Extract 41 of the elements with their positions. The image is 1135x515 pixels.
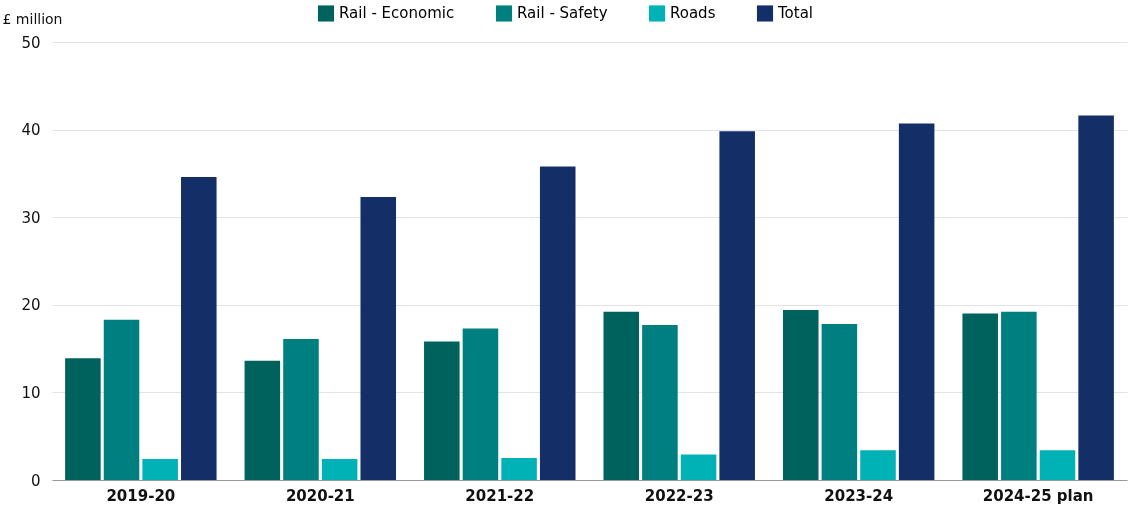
bar <box>782 310 819 480</box>
x-tick-label: 2022-23 <box>644 486 714 505</box>
bar <box>821 324 858 480</box>
x-tick-label: 2019-20 <box>106 486 176 505</box>
bar <box>462 328 499 480</box>
y-axis-title: £ million <box>2 10 63 27</box>
y-tick-label: 10 <box>21 383 41 402</box>
y-tick-label: 20 <box>21 296 41 315</box>
y-tick-label: 50 <box>21 33 41 52</box>
legend-label: Rail - Economic <box>339 4 455 23</box>
bar <box>642 324 678 480</box>
x-tick-label: 2024-25 plan <box>982 486 1094 505</box>
bar <box>424 341 460 480</box>
bar <box>244 360 281 480</box>
legend-label: Total <box>777 4 814 23</box>
bar <box>360 197 397 480</box>
bar <box>603 311 640 480</box>
x-tick-label: 2023-24 <box>824 486 894 505</box>
y-tick-label: 0 <box>30 471 41 490</box>
y-tick-label: 40 <box>21 121 41 140</box>
x-tick-label: 2021-22 <box>465 486 535 505</box>
bar <box>680 454 717 480</box>
bar <box>962 313 998 480</box>
bar <box>181 176 217 480</box>
bar <box>719 131 755 480</box>
bar <box>142 458 178 480</box>
bar <box>103 319 140 480</box>
bar <box>321 458 358 480</box>
bar <box>1078 115 1114 480</box>
bar <box>1039 450 1076 480</box>
bar <box>65 358 101 480</box>
bar <box>283 338 319 480</box>
bar <box>501 458 537 480</box>
legend-label: Roads <box>670 4 716 23</box>
legend-label: Rail - Safety <box>517 4 608 23</box>
bar <box>539 166 576 480</box>
bar <box>898 123 935 480</box>
y-tick-label: 30 <box>21 208 41 227</box>
bar <box>1001 311 1037 480</box>
bar <box>860 450 896 480</box>
x-tick-label: 2020-21 <box>285 486 355 505</box>
